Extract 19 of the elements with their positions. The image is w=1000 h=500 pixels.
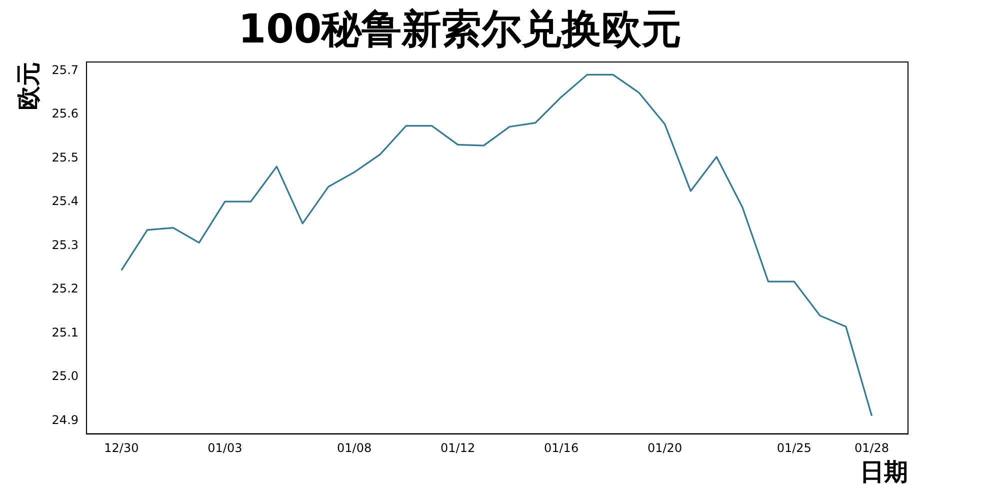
y-tick-label: 25.6 [52, 106, 79, 121]
x-tick-label: 01/20 [647, 441, 682, 456]
x-tick-label: 12/30 [104, 441, 139, 456]
x-tick-label: 01/08 [337, 441, 372, 456]
y-tick-label: 25.5 [52, 150, 79, 164]
y-axis-title: 欧元 [14, 62, 43, 110]
x-tick-label: 01/28 [854, 441, 890, 456]
x-axis-title: 日期 [860, 458, 908, 486]
x-tick-label: 01/16 [544, 441, 579, 456]
y-tick-label: 25.2 [52, 282, 79, 296]
y-tick-label: 25.4 [52, 194, 79, 208]
y-tick-label: 24.9 [52, 412, 79, 427]
y-tick-label: 25.1 [52, 325, 79, 340]
y-tick-label: 25.3 [52, 238, 79, 252]
y-tick-label: 25.7 [52, 62, 79, 77]
x-tick-label: 01/12 [440, 441, 476, 456]
y-tick-label: 25.0 [52, 369, 79, 384]
x-tick-label: 01/03 [208, 441, 242, 456]
x-tick-label: 01/25 [776, 441, 812, 456]
